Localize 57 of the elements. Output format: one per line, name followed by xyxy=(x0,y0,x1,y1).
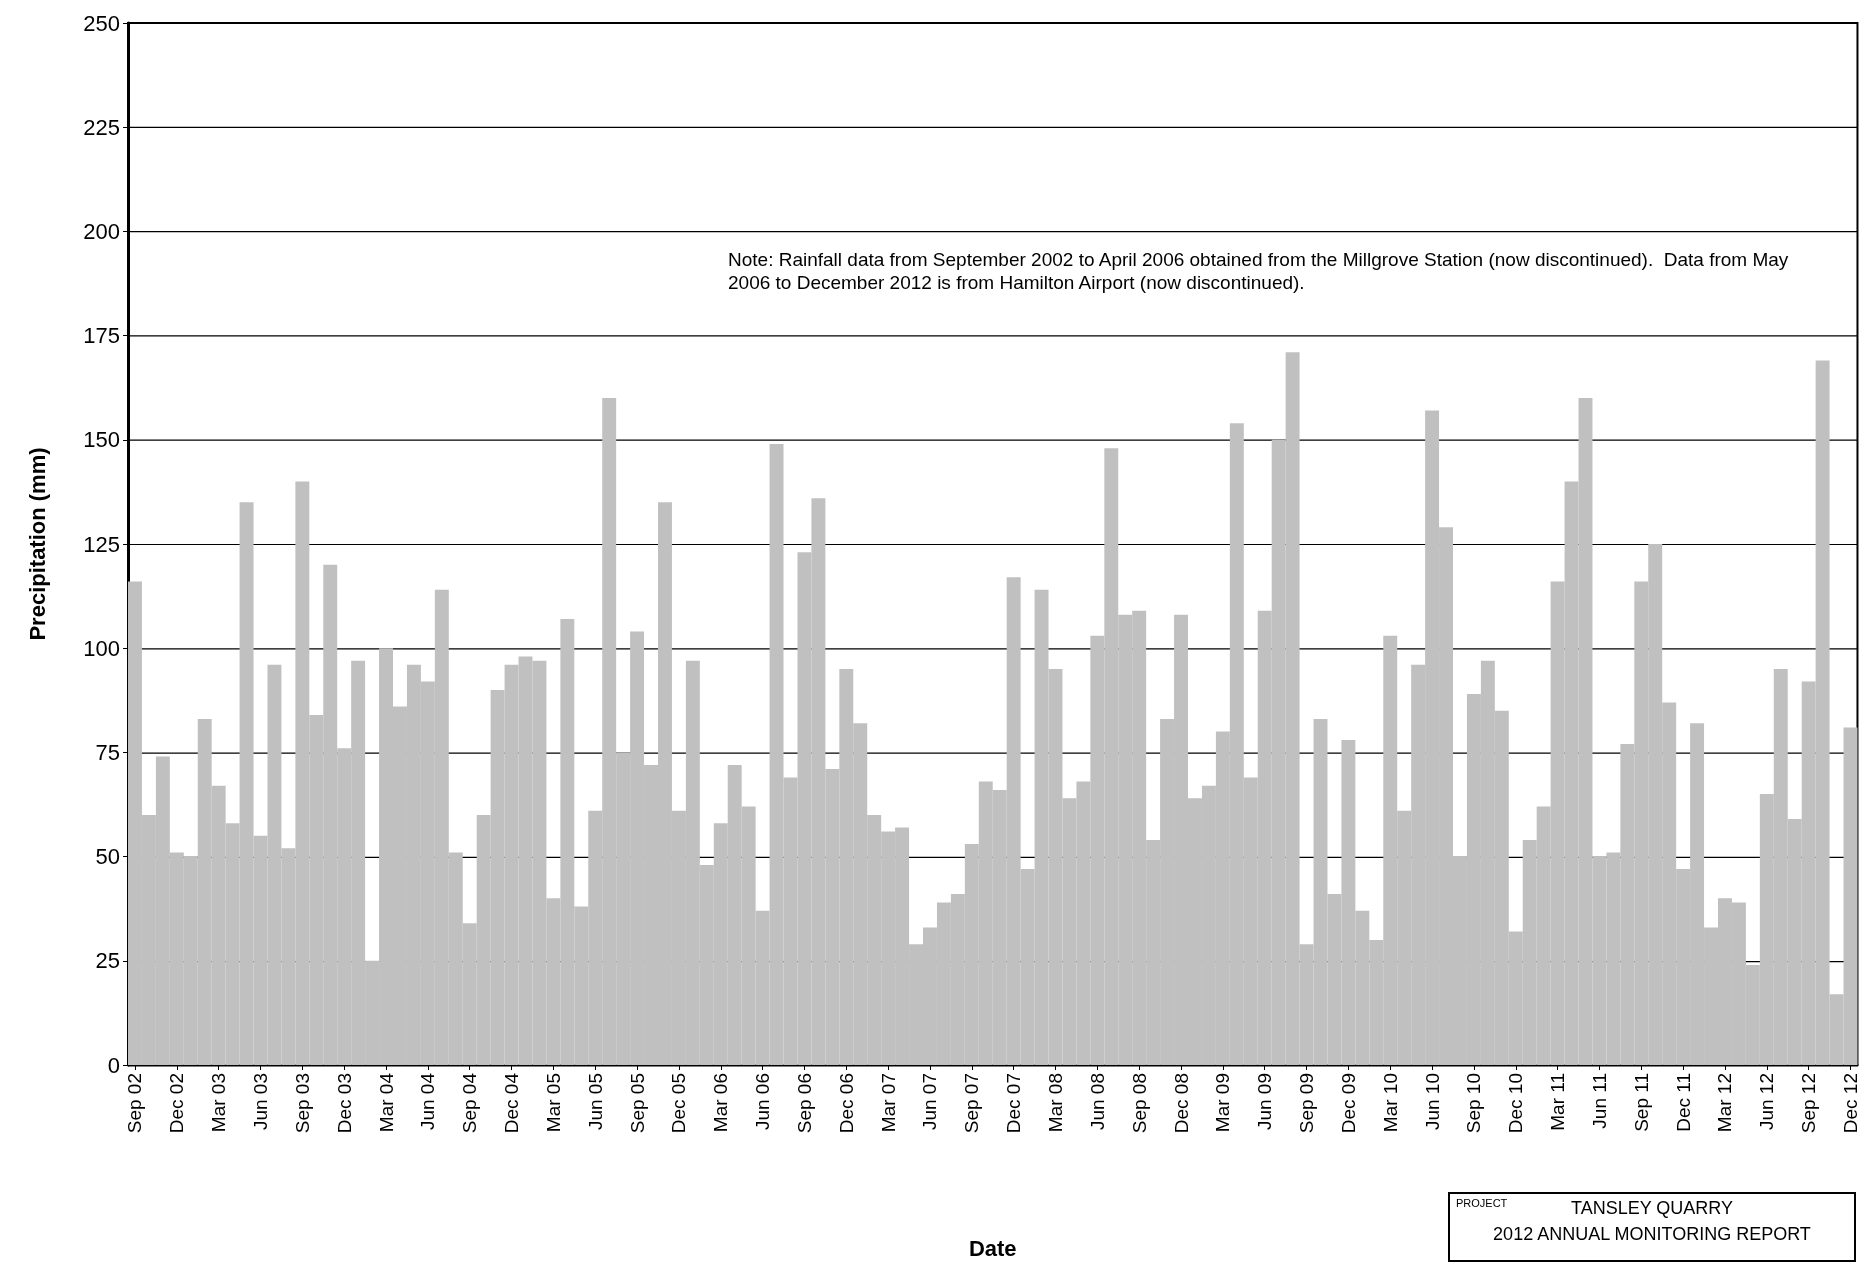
y-tick-label: 75 xyxy=(95,739,120,765)
x-tick-label: Mar 08 xyxy=(1045,1073,1066,1133)
x-tick-label: Jun 07 xyxy=(919,1073,941,1131)
x-tick-label: Dec 11 xyxy=(1672,1073,1694,1132)
x-axis-title: Date xyxy=(968,1235,1017,1261)
x-tick-label: Sep 10 xyxy=(1463,1073,1485,1134)
x-tick-label: Mar 07 xyxy=(877,1073,899,1133)
x-tick-label: Dec 05 xyxy=(668,1073,690,1134)
x-tick-label: Sep 12 xyxy=(1798,1073,1820,1134)
x-tick-label: Jun 04 xyxy=(417,1072,439,1131)
y-tick-label: 100 xyxy=(83,635,120,661)
x-tick-label: Dec 04 xyxy=(501,1072,523,1134)
x-tick-label: Jun 03 xyxy=(250,1073,271,1131)
x-tick-label: Dec 06 xyxy=(835,1073,857,1134)
y-tick-label: 0 xyxy=(107,1052,120,1078)
x-tick-label: Sep 02 xyxy=(124,1073,146,1134)
x-tick-label: Mar 05 xyxy=(542,1073,564,1133)
x-tick-label: Sep 05 xyxy=(626,1073,648,1134)
x-tick-label: Mar 06 xyxy=(710,1073,732,1133)
x-tick-label: Jun 12 xyxy=(1756,1073,1778,1131)
x-tick-label: Sep 11 xyxy=(1630,1073,1652,1132)
x-tick-label: Mar 10 xyxy=(1379,1073,1401,1133)
y-tick-label: 200 xyxy=(83,218,120,244)
x-tick-label: Dec 12 xyxy=(1840,1073,1860,1134)
y-tick-label: 150 xyxy=(83,427,120,453)
y-tick-label: 225 xyxy=(83,114,120,140)
x-tick-label: Sep 03 xyxy=(291,1073,313,1134)
annotation: Note: Rainfall data from September 2002 to April 2006 obtained from the Millgrove Station (now discontinued). Data from May 2006 to December 2012 is from Hamilton Airport (now discontinued). xyxy=(728,249,1794,293)
y-tick-label: 25 xyxy=(95,948,120,974)
x-tick-label: Jun 09 xyxy=(1254,1073,1276,1131)
x-tick-label: Jun 11 xyxy=(1588,1073,1610,1129)
title-block: PROJECT TANSLEY QUARRY 2012 ANNUAL MONITORING REPORT xyxy=(1448,1192,1856,1262)
x-tick-label: Sep 08 xyxy=(1128,1073,1150,1134)
x-tick-label: Mar 04 xyxy=(375,1072,397,1133)
x-tick-label: Mar 12 xyxy=(1714,1073,1736,1133)
y-tick-label: 50 xyxy=(95,844,120,870)
x-tick-label: Mar 11 xyxy=(1547,1073,1569,1131)
x-tick-label: Mar 03 xyxy=(208,1073,230,1133)
x-tick-label: Jun 05 xyxy=(584,1073,606,1131)
x-tick-label: Jun 10 xyxy=(1421,1073,1443,1131)
x-tick-label: Sep 06 xyxy=(793,1073,815,1134)
y-tick-label: 125 xyxy=(83,531,120,557)
x-tick-label: Dec 02 xyxy=(166,1073,188,1134)
x-tick-label: Sep 09 xyxy=(1296,1073,1318,1134)
x-tick-label: Sep 07 xyxy=(961,1073,983,1134)
x-tick-label: Sep 04 xyxy=(459,1072,481,1134)
x-tick-label: Dec 10 xyxy=(1505,1073,1527,1134)
x-tick-label: Jun 06 xyxy=(752,1073,774,1131)
x-tick-label: Dec 09 xyxy=(1337,1073,1359,1134)
x-tick-label: Dec 08 xyxy=(1170,1073,1192,1134)
x-tick-label: Jun 08 xyxy=(1086,1073,1108,1131)
y-tick-label: 250 xyxy=(83,10,120,36)
x-tick-label: Mar 09 xyxy=(1212,1073,1234,1133)
x-tick-label: Dec 03 xyxy=(333,1073,355,1134)
y-axis-title: Precipitation (mm) xyxy=(24,447,50,641)
y-tick-label: 175 xyxy=(83,323,120,349)
x-tick-label: Dec 07 xyxy=(1003,1073,1025,1134)
